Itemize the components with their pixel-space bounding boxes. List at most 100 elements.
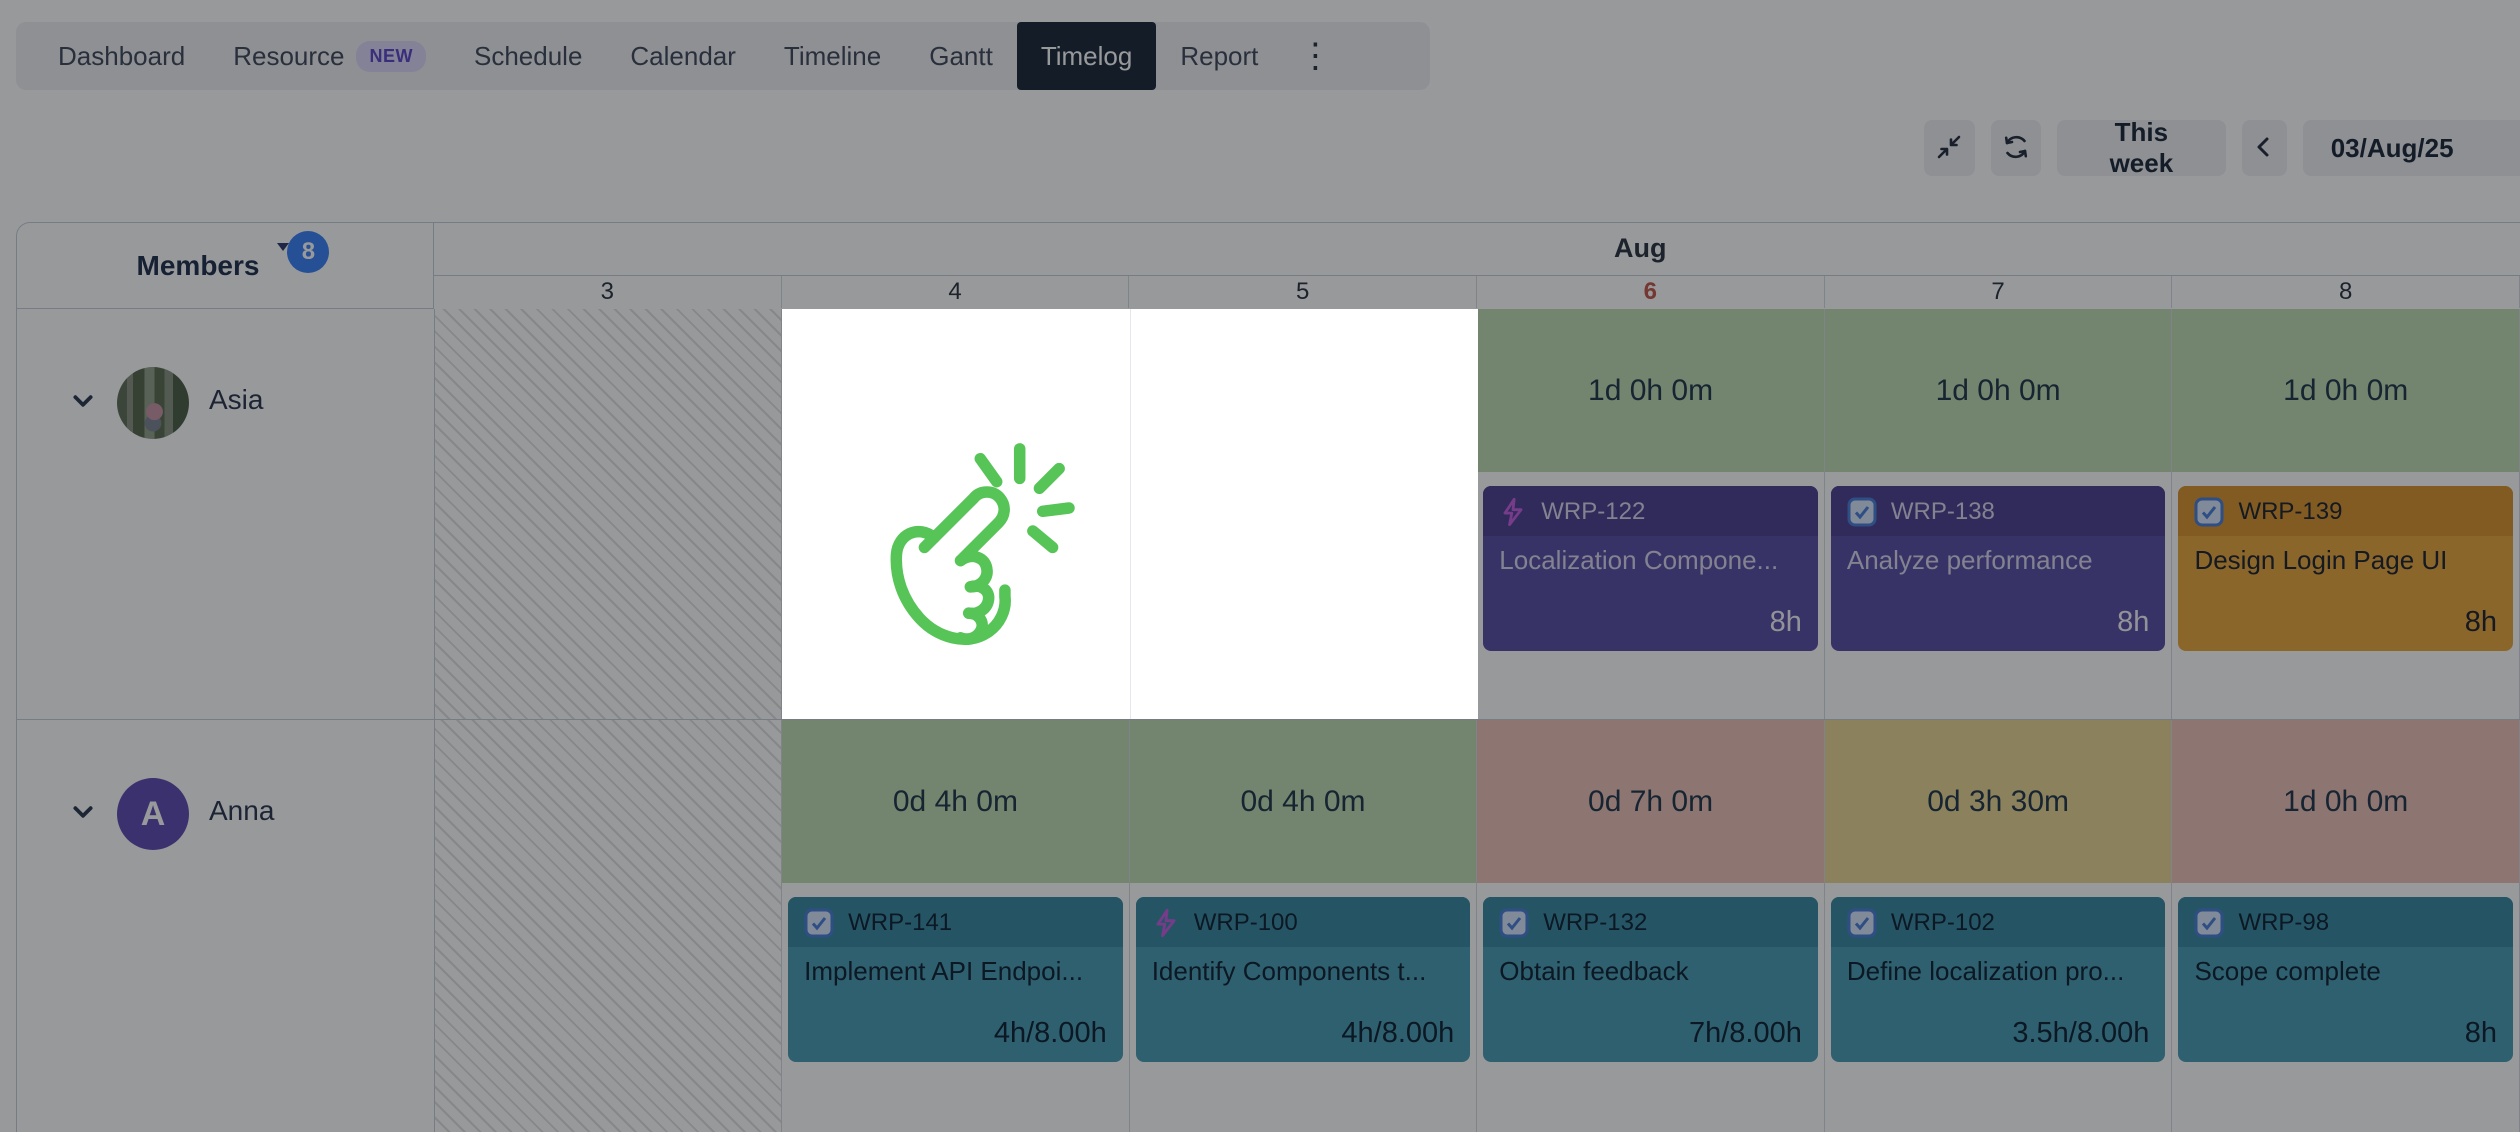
task-hours: 8h bbox=[2464, 1017, 2498, 1049]
task-key: WRP-141 bbox=[848, 909, 953, 936]
member-name: Asia bbox=[209, 384, 264, 415]
date-range-button[interactable]: 03/Aug/25 bbox=[2302, 120, 2520, 176]
task-hours: 4h/8.00h bbox=[1341, 1017, 1455, 1049]
timelog-grid: Members 8 Aug 3 4 5 6 7 8 bbox=[16, 222, 2520, 1132]
epic-icon bbox=[1152, 908, 1180, 938]
task-card-wrp-141[interactable]: WRP-141 Implement API Endpoi... 4h/8.00h bbox=[788, 897, 1123, 1062]
capacity-cell[interactable]: 0d 4h 0m bbox=[1129, 720, 1477, 883]
tab-timelog[interactable]: Timelog bbox=[1016, 22, 1157, 90]
task-key: WRP-132 bbox=[1543, 909, 1648, 936]
task-card-wrp-139[interactable]: WRP-139 Design Login Page UI 8h bbox=[2178, 486, 2514, 651]
this-week-button[interactable]: This week bbox=[2057, 117, 2226, 178]
tab-schedule[interactable]: Schedule bbox=[473, 40, 583, 71]
task-card-wrp-102[interactable]: WRP-102 Define localization pro... 3.5h/… bbox=[1830, 897, 2166, 1062]
day-cell-anna-4: 0d 4h 0m WRP-141 Implement API Endpoi...… bbox=[782, 720, 1130, 1132]
grid-body: Asia 1d 0h 0m WRP-122 Localization Compo… bbox=[17, 309, 2520, 1132]
day-header-8: 8 bbox=[2172, 276, 2520, 308]
day-cell-asia-5[interactable] bbox=[1130, 309, 1478, 719]
capacity-cell[interactable]: 1d 0h 0m bbox=[2172, 720, 2520, 883]
member-cell-asia: Asia bbox=[17, 309, 435, 719]
capacity-cell[interactable]: 0d 7h 0m bbox=[1477, 720, 1824, 883]
task-hours: 8h bbox=[2464, 606, 2498, 638]
member-row-asia: Asia 1d 0h 0m WRP-122 Localization Compo… bbox=[17, 309, 2520, 720]
new-badge: NEW bbox=[356, 40, 426, 72]
day-header-3: 3 bbox=[434, 276, 782, 308]
more-tabs-kebab-icon[interactable]: ⋮ bbox=[1298, 37, 1333, 75]
chevron-down-icon[interactable] bbox=[69, 798, 97, 831]
task-key: WRP-122 bbox=[1541, 498, 1646, 525]
task-key: WRP-139 bbox=[2238, 498, 2343, 525]
capacity-cell[interactable]: 0d 4h 0m bbox=[782, 720, 1129, 883]
member-name: Anna bbox=[209, 795, 275, 826]
day-cell-asia-6: 1d 0h 0m WRP-122 Localization Compone...… bbox=[1477, 309, 1825, 719]
capacity-cell[interactable]: 1d 0h 0m bbox=[2172, 309, 2520, 472]
capacity-cell[interactable]: 1d 0h 0m bbox=[1824, 309, 2172, 472]
task-key: WRP-102 bbox=[1890, 909, 1995, 936]
task-key: WRP-98 bbox=[2238, 909, 2330, 936]
task-title: Scope complete bbox=[2194, 956, 2381, 986]
tab-resource[interactable]: Resource NEW bbox=[209, 22, 450, 90]
day-cell-asia-7: 1d 0h 0m WRP-138 Analyze performance 8h bbox=[1824, 309, 2173, 719]
day-cell-anna-5: 0d 4h 0m WRP-100 Identify Components t..… bbox=[1129, 720, 1478, 1132]
members-header-label: Members bbox=[136, 249, 260, 281]
member-row-anna: A Anna 0d 4h 0m WRP-141 Implement API En… bbox=[17, 720, 2520, 1132]
month-label: Aug bbox=[1614, 233, 1667, 263]
members-count-badge: 8 bbox=[287, 230, 330, 273]
task-card-wrp-100[interactable]: WRP-100 Identify Components t... 4h/8.00… bbox=[1135, 897, 1471, 1062]
day-header-7: 7 bbox=[1825, 276, 2173, 308]
tab-resource-label: Resource bbox=[233, 40, 345, 71]
task-icon bbox=[2194, 908, 2224, 938]
task-title: Localization Compone... bbox=[1499, 545, 1779, 575]
member-cell-anna: A Anna bbox=[17, 720, 435, 1132]
task-icon bbox=[1847, 908, 1877, 938]
task-title: Identify Components t... bbox=[1151, 956, 1427, 986]
timeline-header: Aug 3 4 5 6 7 8 bbox=[434, 223, 2520, 309]
members-header: Members 8 bbox=[17, 223, 434, 309]
day-header-4: 4 bbox=[782, 276, 1130, 308]
day-header-5: 5 bbox=[1129, 276, 1478, 308]
grid-header: Members 8 Aug 3 4 5 6 7 8 bbox=[17, 223, 2520, 309]
task-card-wrp-98[interactable]: WRP-98 Scope complete 8h bbox=[2178, 897, 2514, 1062]
task-hours: 8h bbox=[1769, 606, 1802, 638]
task-hours: 4h/8.00h bbox=[993, 1017, 1107, 1049]
task-icon bbox=[2194, 497, 2224, 527]
day-cell-asia-4[interactable] bbox=[782, 309, 1130, 719]
day-cell-asia-8: 1d 0h 0m WRP-139 Design Login Page UI 8h bbox=[2172, 309, 2520, 719]
task-icon bbox=[804, 908, 834, 938]
day-cell-anna-7: 0d 3h 30m WRP-102 Define localization pr… bbox=[1824, 720, 2173, 1132]
tab-timeline[interactable]: Timeline bbox=[783, 40, 882, 71]
task-title: Implement API Endpoi... bbox=[804, 956, 1084, 986]
day-cell-anna-8: 1d 0h 0m WRP-98 Scope complete 8h bbox=[2172, 720, 2520, 1132]
capacity-cell[interactable]: 1d 0h 0m bbox=[1477, 309, 1824, 472]
top-tab-bar: Dashboard Resource NEW Schedule Calendar… bbox=[16, 22, 1430, 90]
day-header-6-today: 6 bbox=[1477, 276, 1825, 308]
task-card-wrp-132[interactable]: WRP-132 Obtain feedback 7h/8.00h bbox=[1483, 897, 1818, 1062]
day-cell-anna-3[interactable] bbox=[434, 720, 783, 1132]
chevron-left-icon bbox=[2252, 135, 2276, 162]
capacity-cell[interactable]: 0d 3h 30m bbox=[1824, 720, 2172, 883]
collapse-icon bbox=[1934, 132, 1964, 165]
tab-report[interactable]: Report bbox=[1180, 40, 1259, 71]
tab-gantt[interactable]: Gantt bbox=[929, 40, 993, 71]
tab-dashboard[interactable]: Dashboard bbox=[58, 40, 186, 71]
day-cell-asia-3[interactable] bbox=[434, 309, 783, 719]
task-card-wrp-138[interactable]: WRP-138 Analyze performance 8h bbox=[1830, 486, 2166, 651]
task-icon bbox=[1847, 497, 1877, 527]
previous-week-button[interactable] bbox=[2241, 120, 2287, 176]
task-title: Analyze performance bbox=[1846, 545, 2093, 575]
collapse-button[interactable] bbox=[1924, 120, 1975, 176]
refresh-icon bbox=[2001, 132, 2031, 165]
task-icon bbox=[1499, 908, 1529, 938]
tab-calendar[interactable]: Calendar bbox=[630, 40, 736, 71]
chevron-down-icon[interactable] bbox=[69, 387, 97, 420]
members-filter-icon[interactable]: 8 bbox=[277, 230, 330, 281]
task-title: Define localization pro... bbox=[1846, 956, 2125, 986]
task-title: Obtain feedback bbox=[1499, 956, 1689, 986]
day-cell-anna-6: 0d 7h 0m WRP-132 Obtain feedback 7h/8.00… bbox=[1477, 720, 1825, 1132]
task-card-wrp-122[interactable]: WRP-122 Localization Compone... 8h bbox=[1483, 486, 1818, 651]
timelog-toolbar: This week 03/Aug/25 bbox=[1924, 117, 2520, 178]
refresh-button[interactable] bbox=[1990, 120, 2042, 176]
task-hours: 7h/8.00h bbox=[1688, 1017, 1802, 1049]
avatar-asia bbox=[117, 367, 189, 439]
task-key: WRP-138 bbox=[1890, 498, 1995, 525]
